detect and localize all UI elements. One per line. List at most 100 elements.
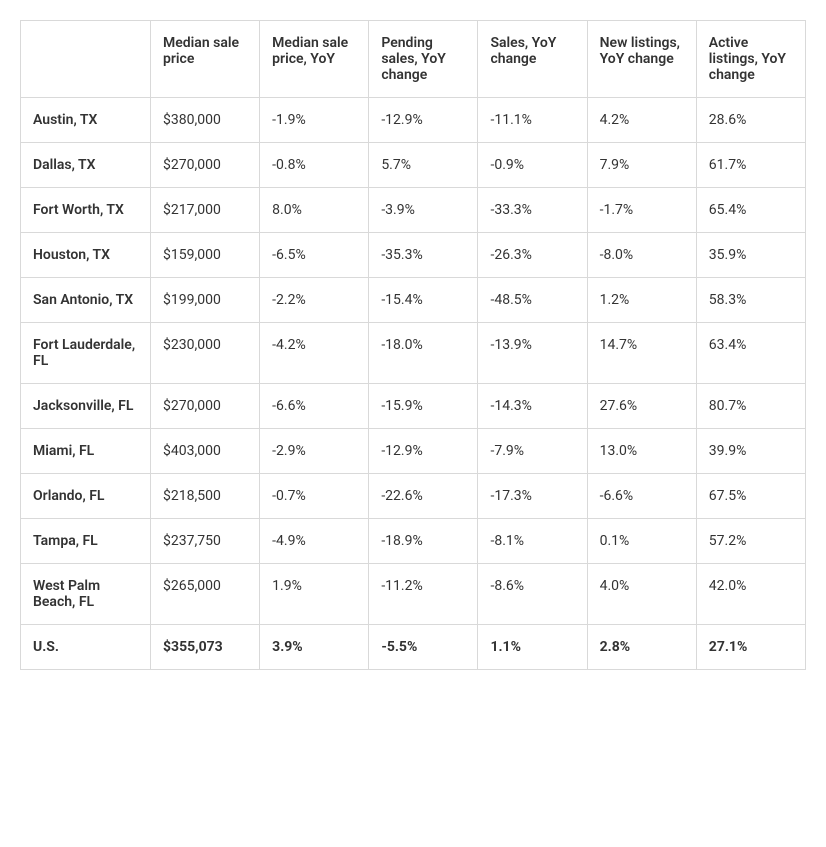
table-row: Jacksonville, FL $270,000 -6.6% -15.9% -… <box>21 384 806 429</box>
cell: -8.0% <box>587 233 696 278</box>
cell: $230,000 <box>151 323 260 384</box>
cell: 80.7% <box>696 384 805 429</box>
cell: -1.7% <box>587 188 696 233</box>
housing-market-table: Median sale price Median sale price, YoY… <box>20 20 806 670</box>
row-label: U.S. <box>21 625 151 670</box>
cell: $355,073 <box>151 625 260 670</box>
cell: $199,000 <box>151 278 260 323</box>
table-row: Fort Lauderdale, FL $230,000 -4.2% -18.0… <box>21 323 806 384</box>
cell: -8.1% <box>478 519 587 564</box>
cell: 7.9% <box>587 143 696 188</box>
cell: 14.7% <box>587 323 696 384</box>
cell: 13.0% <box>587 429 696 474</box>
cell: -35.3% <box>369 233 478 278</box>
cell: -18.9% <box>369 519 478 564</box>
cell: $270,000 <box>151 384 260 429</box>
cell: 1.2% <box>587 278 696 323</box>
cell: -15.4% <box>369 278 478 323</box>
col-header-new-listings-yoy: New listings, YoY change <box>587 21 696 98</box>
table-row: West Palm Beach, FL $265,000 1.9% -11.2%… <box>21 564 806 625</box>
row-label: Fort Worth, TX <box>21 188 151 233</box>
cell: -0.7% <box>260 474 369 519</box>
cell: 63.4% <box>696 323 805 384</box>
col-header-pending-sales-yoy: Pending sales, YoY change <box>369 21 478 98</box>
cell: 57.2% <box>696 519 805 564</box>
cell: -6.6% <box>587 474 696 519</box>
table-row: Dallas, TX $270,000 -0.8% 5.7% -0.9% 7.9… <box>21 143 806 188</box>
cell: 5.7% <box>369 143 478 188</box>
cell: 2.8% <box>587 625 696 670</box>
cell: $265,000 <box>151 564 260 625</box>
table-row: Tampa, FL $237,750 -4.9% -18.9% -8.1% 0.… <box>21 519 806 564</box>
cell: -17.3% <box>478 474 587 519</box>
cell: -22.6% <box>369 474 478 519</box>
cell: -15.9% <box>369 384 478 429</box>
cell: -3.9% <box>369 188 478 233</box>
cell: -2.2% <box>260 278 369 323</box>
cell: -0.9% <box>478 143 587 188</box>
cell: 42.0% <box>696 564 805 625</box>
cell: 58.3% <box>696 278 805 323</box>
col-header-median-sale-price: Median sale price <box>151 21 260 98</box>
cell: 27.1% <box>696 625 805 670</box>
cell: 39.9% <box>696 429 805 474</box>
col-header-median-sale-price-yoy: Median sale price, YoY <box>260 21 369 98</box>
cell: -0.8% <box>260 143 369 188</box>
row-label: Jacksonville, FL <box>21 384 151 429</box>
cell: $270,000 <box>151 143 260 188</box>
cell: $217,000 <box>151 188 260 233</box>
row-label: West Palm Beach, FL <box>21 564 151 625</box>
cell: -18.0% <box>369 323 478 384</box>
cell: -7.9% <box>478 429 587 474</box>
cell: 27.6% <box>587 384 696 429</box>
cell: -48.5% <box>478 278 587 323</box>
table-row: Austin, TX $380,000 -1.9% -12.9% -11.1% … <box>21 98 806 143</box>
cell: 65.4% <box>696 188 805 233</box>
cell: -11.1% <box>478 98 587 143</box>
col-header-active-listings-yoy: Active listings, YoY change <box>696 21 805 98</box>
cell: 4.0% <box>587 564 696 625</box>
row-label: Dallas, TX <box>21 143 151 188</box>
cell: 4.2% <box>587 98 696 143</box>
table-header: Median sale price Median sale price, YoY… <box>21 21 806 98</box>
cell: $159,000 <box>151 233 260 278</box>
row-label: Miami, FL <box>21 429 151 474</box>
cell: -6.6% <box>260 384 369 429</box>
row-label: San Antonio, TX <box>21 278 151 323</box>
col-header-blank <box>21 21 151 98</box>
cell: -6.5% <box>260 233 369 278</box>
header-row: Median sale price Median sale price, YoY… <box>21 21 806 98</box>
cell: -8.6% <box>478 564 587 625</box>
cell: $380,000 <box>151 98 260 143</box>
row-label: Austin, TX <box>21 98 151 143</box>
cell: -33.3% <box>478 188 587 233</box>
cell: -12.9% <box>369 98 478 143</box>
table-row: Orlando, FL $218,500 -0.7% -22.6% -17.3%… <box>21 474 806 519</box>
cell: 1.1% <box>478 625 587 670</box>
cell: -2.9% <box>260 429 369 474</box>
row-label: Houston, TX <box>21 233 151 278</box>
cell: 67.5% <box>696 474 805 519</box>
row-label: Tampa, FL <box>21 519 151 564</box>
row-label: Orlando, FL <box>21 474 151 519</box>
table-row: Miami, FL $403,000 -2.9% -12.9% -7.9% 13… <box>21 429 806 474</box>
cell: $237,750 <box>151 519 260 564</box>
table-row: Fort Worth, TX $217,000 8.0% -3.9% -33.3… <box>21 188 806 233</box>
cell: -13.9% <box>478 323 587 384</box>
cell: 28.6% <box>696 98 805 143</box>
cell: -12.9% <box>369 429 478 474</box>
cell: 0.1% <box>587 519 696 564</box>
cell: -11.2% <box>369 564 478 625</box>
cell: -26.3% <box>478 233 587 278</box>
table-body: Austin, TX $380,000 -1.9% -12.9% -11.1% … <box>21 98 806 670</box>
cell: -5.5% <box>369 625 478 670</box>
cell: $218,500 <box>151 474 260 519</box>
cell: -4.2% <box>260 323 369 384</box>
cell: -14.3% <box>478 384 587 429</box>
table-row: Houston, TX $159,000 -6.5% -35.3% -26.3%… <box>21 233 806 278</box>
cell: 61.7% <box>696 143 805 188</box>
cell: 8.0% <box>260 188 369 233</box>
table-row-summary: U.S. $355,073 3.9% -5.5% 1.1% 2.8% 27.1% <box>21 625 806 670</box>
table-row: San Antonio, TX $199,000 -2.2% -15.4% -4… <box>21 278 806 323</box>
cell: -4.9% <box>260 519 369 564</box>
